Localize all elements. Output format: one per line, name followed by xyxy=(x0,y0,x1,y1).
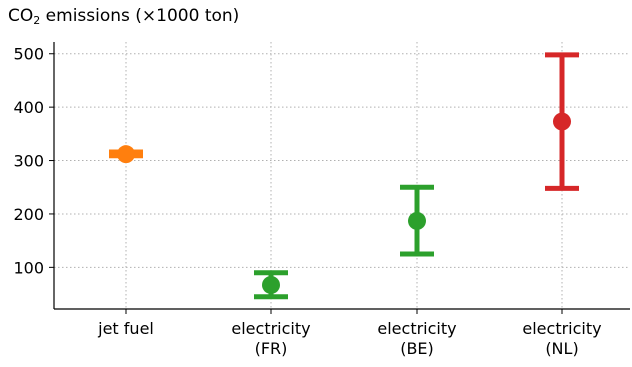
x-tick-label: electricity xyxy=(377,319,456,338)
axes xyxy=(49,42,630,314)
data-point xyxy=(262,275,280,294)
grid-lines xyxy=(54,42,630,309)
y-tick-label: 300 xyxy=(13,152,44,171)
y-tick-label: 200 xyxy=(13,205,44,224)
y-tick-label: 500 xyxy=(13,45,44,64)
y-tick-label: 100 xyxy=(13,258,44,277)
x-tick-label: electricity xyxy=(231,319,310,338)
data-point xyxy=(553,112,571,131)
x-tick-label: jet fuel xyxy=(97,319,154,338)
x-tick-label: (FR) xyxy=(255,339,288,358)
data-marks xyxy=(109,52,579,300)
x-tick-label: (NL) xyxy=(545,339,578,358)
data-point xyxy=(117,145,135,164)
y-tick-label: 400 xyxy=(13,98,44,117)
x-tick-label: (BE) xyxy=(400,339,434,358)
x-tick-label: electricity xyxy=(522,319,601,338)
data-point xyxy=(408,211,426,230)
chart-title: CO2 emissions (×1000 ton) xyxy=(8,6,240,27)
